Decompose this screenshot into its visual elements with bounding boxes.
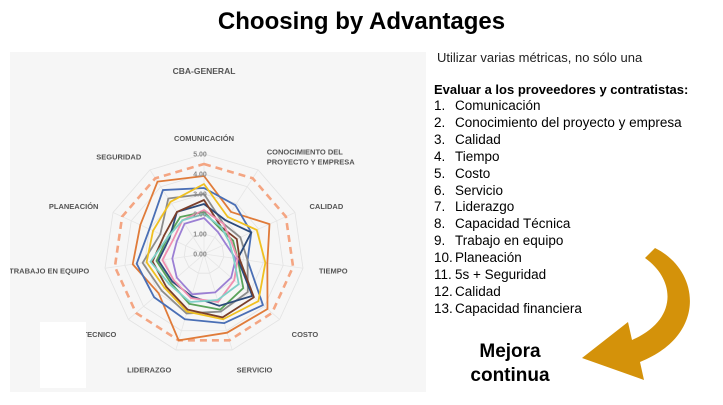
list-item-label: Comunicación	[455, 98, 541, 113]
axis-label: SERVICIO	[237, 365, 273, 374]
axis-label: TIEMPO	[319, 267, 348, 276]
criteria-list: 1. Comunicación 2. Conocimiento del proyec…	[434, 98, 682, 318]
grid-ring	[124, 173, 284, 332]
series-line-1	[131, 175, 271, 342]
axis-label: SEGURIDAD	[96, 152, 142, 161]
grid-ring	[144, 193, 264, 312]
list-item-label: Conocimiento del proyecto y empresa	[455, 114, 682, 130]
list-item-label: Calidad	[455, 283, 501, 299]
series-line-9	[171, 217, 237, 296]
arrow-body	[582, 248, 690, 380]
subtitle: Utilizar varias métricas, no sólo una	[437, 50, 643, 65]
list-item-number: 5.	[434, 165, 446, 181]
axis-label: TECNICO	[83, 330, 117, 339]
radar-chart: CBA-GENERAL COMUNICACIÓN CONOCIMIENTO DEL…	[10, 66, 355, 374]
list-item-number: 4.	[434, 148, 446, 164]
axis-label: TRABAJO EN EQUIPO	[10, 267, 89, 276]
axis-label: CALIDAD	[310, 202, 344, 211]
series-line-10	[149, 213, 240, 303]
radar-chart-panel: CBA-GENERAL COMUNICACIÓN CONOCIMIENTO DEL…	[10, 52, 426, 392]
list-item-label: 5s + Seguridad	[455, 267, 547, 283]
blank-box	[40, 322, 86, 388]
grid-spoke	[203, 212, 296, 255]
grid-spoke	[104, 253, 205, 269]
radar-tick-labels: 0.00 1.00 2.00 3.00 4.00 5.00	[193, 152, 207, 259]
list-item: 13. Capacidad financiera	[434, 301, 682, 318]
callout-line-2: continua	[470, 365, 550, 386]
list-item-number: 9.	[434, 233, 446, 249]
tick-label: 1.00	[193, 232, 207, 239]
list-item: 2. Conocimiento del proyecto y empresa	[434, 115, 682, 132]
callout-line-1: Mejora	[479, 341, 541, 362]
tick-label: 0.00	[193, 252, 207, 259]
list-item-number: 8.	[434, 216, 446, 232]
list-item-number: 10.	[434, 250, 453, 266]
chart-title: CBA-GENERAL	[173, 66, 236, 76]
series-line-4	[145, 183, 267, 321]
list-item: 12. Calidad	[434, 284, 682, 301]
list-item: 11. 5s + Seguridad	[434, 267, 682, 284]
tick-label: 5.00	[193, 152, 207, 159]
list-item-number: 7.	[434, 199, 446, 215]
list-item-label: Costo	[455, 165, 491, 181]
list-item-label: Calidad	[455, 131, 501, 147]
axis-label: COSTO	[292, 330, 319, 339]
series-line-0	[113, 162, 295, 342]
tick-label: 3.00	[193, 192, 207, 199]
series-line-2	[135, 187, 264, 324]
callout-text: Mejora continua	[440, 340, 580, 388]
list-item-label: Servicio	[455, 182, 504, 198]
slide-title: Choosing by Advantages	[217, 8, 506, 35]
list-heading: Evaluar a los proveedores y contratistas…	[434, 82, 689, 97]
list-item: 4. Tiempo	[434, 149, 682, 166]
grid-spoke	[112, 212, 205, 255]
list-item: 9. Trabajo en equipo	[434, 233, 682, 250]
list-item-number: 3.	[434, 131, 446, 147]
list-item-label: Trabajo en equipo	[455, 233, 564, 249]
list-item: 7. Liderazgo	[434, 199, 682, 216]
list-item-number: 13.	[434, 300, 453, 316]
axis-label: CONOCIMIENTO DEL PROYECTO Y EMPRESA	[267, 147, 356, 166]
tick-label: 4.00	[193, 172, 207, 179]
list-item-label: Capacidad Técnica	[455, 216, 571, 232]
axis-label: LIDERAZGO	[127, 365, 171, 374]
series-line-7	[151, 199, 255, 319]
list-item: 3. Calidad	[434, 132, 682, 149]
tick-label: 2.00	[193, 212, 207, 219]
list-item: 5. Costo	[434, 166, 682, 183]
radar-axis-labels: COMUNICACIÓN CONOCIMIENTO DEL PROYECTO Y E…	[10, 134, 355, 374]
list-item-label: Tiempo	[455, 148, 500, 164]
list-item-number: 2.	[434, 114, 446, 130]
grid-ring	[104, 153, 304, 351]
list-item-number: 6.	[434, 182, 446, 198]
list-item-label: Liderazgo	[455, 199, 515, 215]
curved-arrow-icon	[582, 248, 690, 380]
radar-series	[113, 162, 295, 342]
list-item: 10. Planeación	[434, 250, 682, 267]
list-item-number: 12.	[434, 283, 453, 299]
list-item-label: Capacidad financiera	[455, 300, 582, 316]
axis-label: COMUNICACIÓN	[174, 134, 234, 143]
axis-label: PLANEACIÓN	[49, 202, 99, 211]
list-item-label: Planeación	[455, 250, 522, 266]
list-item: 1. Comunicación	[434, 98, 682, 115]
list-item-number: 1.	[434, 98, 446, 113]
grid-ring	[183, 233, 225, 274]
grid-spoke	[203, 253, 304, 269]
list-item: 8. Capacidad Técnica	[434, 216, 682, 233]
list-item: 6. Servicio	[434, 183, 682, 200]
list-item-number: 11.	[434, 267, 452, 283]
